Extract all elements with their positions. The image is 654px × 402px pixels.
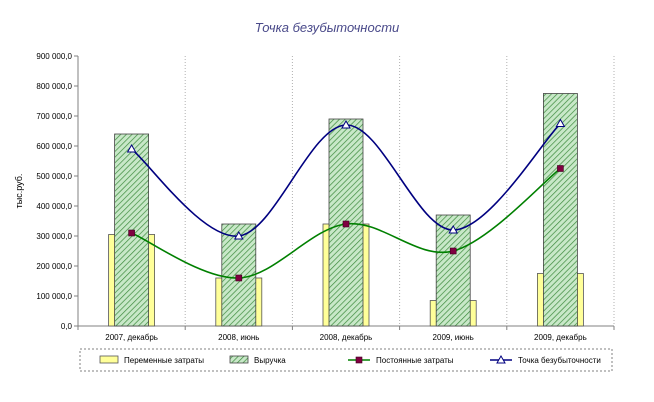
legend-box [79, 348, 613, 372]
point-breakeven [126, 143, 137, 153]
y-tick-label: 900 000,0 [36, 52, 72, 61]
x-tick-label: 2008, декабрь [320, 333, 373, 342]
y-tick-label: 600 000,0 [36, 142, 72, 151]
point-fixed-costs [342, 220, 350, 228]
x-tick-label: 2009, июнь [433, 333, 474, 342]
legend-label: Точка безубыточности [518, 356, 601, 365]
bar-revenue [114, 133, 149, 327]
legend-marker-fixed-costs [355, 356, 363, 364]
legend-swatch-variable-costs [99, 355, 119, 364]
legend-label: Постоянные затраты [376, 356, 454, 365]
legend-marker-breakeven [496, 354, 506, 364]
y-tick-label: 100 000,0 [36, 292, 72, 301]
y-tick-label: 300 000,0 [36, 232, 72, 241]
legend-label: Переменные затраты [124, 356, 204, 365]
point-breakeven [448, 224, 459, 234]
point-breakeven [555, 118, 566, 127]
point-fixed-costs [449, 247, 457, 255]
x-tick-label: 2008, июнь [218, 333, 259, 342]
x-tick-label: 2007, декабрь [105, 333, 158, 342]
y-tick-label: 700 000,0 [36, 112, 72, 121]
y-tick-label: 500 000,0 [36, 172, 72, 181]
bar-revenue [543, 93, 578, 327]
y-axis-label: тыс.руб. [14, 174, 24, 209]
point-fixed-costs [128, 229, 135, 237]
legend-swatch-revenue [229, 355, 249, 364]
y-tick-label: 0,0 [61, 322, 73, 331]
point-fixed-costs [557, 165, 564, 172]
x-tick-label: 2009, декабрь [534, 333, 587, 342]
y-tick-label: 200 000,0 [36, 262, 72, 271]
point-breakeven [233, 230, 244, 240]
point-breakeven [341, 119, 351, 129]
chart-title: Точка безубыточности [254, 20, 400, 35]
y-tick-label: 400 000,0 [36, 202, 72, 211]
y-tick-label: 800 000,0 [36, 82, 72, 91]
point-fixed-costs [235, 274, 243, 282]
legend-label: Выручка [254, 356, 286, 365]
